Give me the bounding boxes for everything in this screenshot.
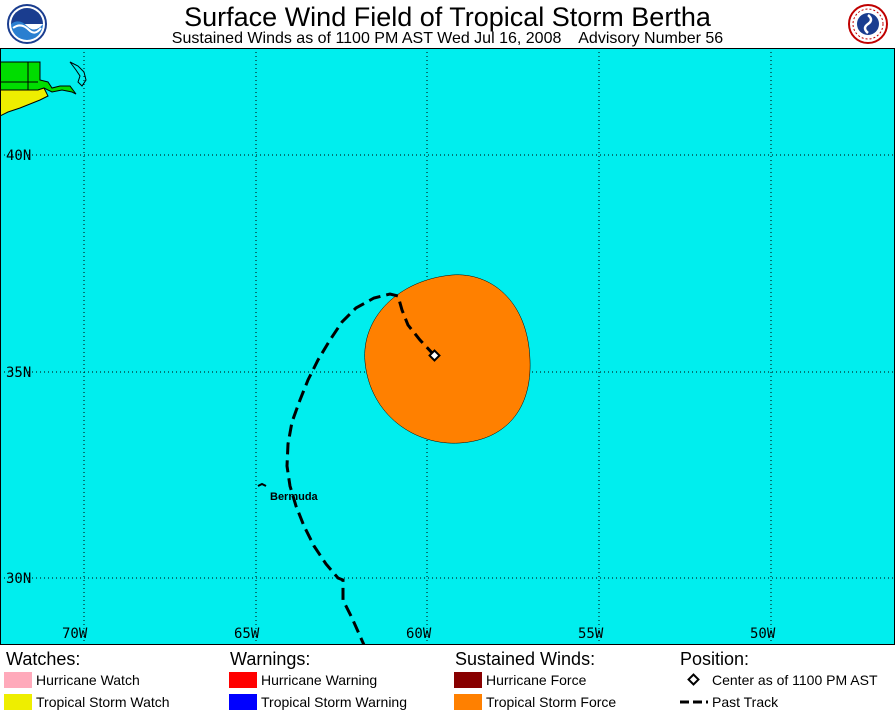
tropical-storm-warning-swatch bbox=[229, 694, 257, 711]
legend-label: Hurricane Force bbox=[486, 672, 587, 688]
lon-label-60w: 60W bbox=[406, 626, 432, 642]
legend-hurricane-force: Hurricane Force bbox=[454, 671, 586, 689]
tropical-storm-force-swatch bbox=[454, 694, 482, 711]
legend-hurricane-watch: Hurricane Watch bbox=[4, 671, 140, 689]
past-track bbox=[285, 292, 437, 645]
wind-field-map: Bermuda 40N 35N 30N 70W 65W 60W 55W 50W bbox=[0, 48, 895, 645]
legend-past-track: Past Track bbox=[680, 693, 778, 711]
tropical-storm-watch-swatch bbox=[4, 694, 32, 711]
legend: Watches: Hurricane Watch Tropical Storm … bbox=[0, 645, 895, 716]
legend-label: Tropical Storm Force bbox=[486, 694, 617, 710]
lon-label-55w: 55W bbox=[578, 626, 604, 642]
new-england-coast bbox=[0, 61, 87, 117]
legend-label: Center as of 1100 PM AST bbox=[712, 672, 878, 688]
legend-label: Tropical Storm Watch bbox=[36, 694, 170, 710]
legend-tropical-storm-watch: Tropical Storm Watch bbox=[4, 693, 170, 711]
hurricane-force-swatch bbox=[454, 672, 482, 689]
legend-label: Past Track bbox=[712, 694, 779, 710]
lat-label-40n: 40N bbox=[6, 148, 31, 164]
bermuda-island bbox=[257, 482, 267, 487]
storm-center-marker bbox=[428, 349, 441, 362]
warnings-heading: Warnings: bbox=[230, 649, 311, 669]
nws-logo bbox=[848, 4, 888, 44]
lat-label-35n: 35N bbox=[6, 365, 31, 381]
watches-heading: Watches: bbox=[6, 649, 81, 669]
noaa-logo bbox=[7, 4, 47, 44]
legend-tropical-storm-warning: Tropical Storm Warning bbox=[229, 693, 407, 711]
lon-label-70w: 70W bbox=[62, 626, 88, 642]
map-title: Surface Wind Field of Tropical Storm Ber… bbox=[184, 2, 711, 32]
legend-tropical-storm-force: Tropical Storm Force bbox=[454, 693, 616, 711]
lon-label-65w: 65W bbox=[234, 626, 260, 642]
sustained-winds-heading: Sustained Winds: bbox=[455, 649, 596, 669]
lon-label-50w: 50W bbox=[750, 626, 776, 642]
hurricane-watch-swatch bbox=[4, 672, 32, 689]
tropical-storm-force-wind-field bbox=[364, 274, 531, 444]
lat-label-30n: 30N bbox=[6, 571, 31, 587]
center-diamond-icon bbox=[687, 673, 700, 687]
legend-label: Hurricane Warning bbox=[261, 672, 378, 688]
position-heading: Position: bbox=[680, 649, 750, 669]
hurricane-warning-swatch bbox=[229, 672, 257, 689]
legend-storm-center: Center as of 1100 PM AST bbox=[680, 671, 878, 689]
legend-hurricane-warning: Hurricane Warning bbox=[229, 671, 377, 689]
legend-label: Tropical Storm Warning bbox=[261, 694, 408, 710]
legend-label: Hurricane Watch bbox=[36, 672, 140, 688]
bermuda-label: Bermuda bbox=[270, 491, 319, 503]
map-subtitle: Sustained Winds as of 1100 PM AST Wed Ju… bbox=[171, 30, 724, 47]
dashed-line-icon bbox=[680, 700, 708, 704]
